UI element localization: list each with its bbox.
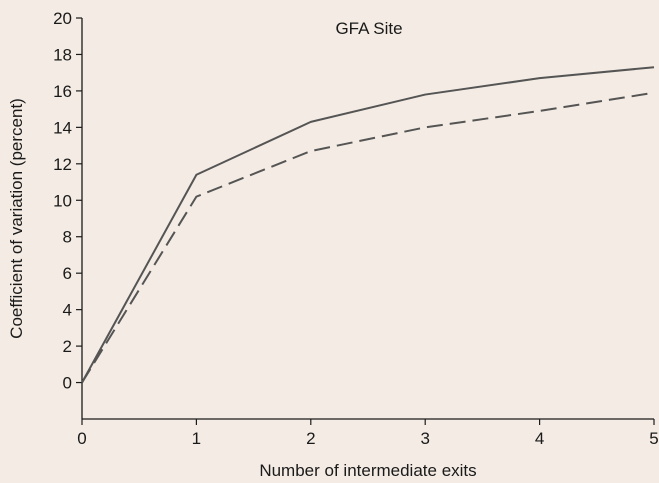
- chart-title: GFA Site: [335, 19, 402, 38]
- y-tick-label: 10: [53, 191, 72, 210]
- y-axis-ticks: 0 2 4 6 8 10 12 14 16 18 20: [53, 9, 82, 393]
- y-tick-label: 14: [53, 118, 72, 137]
- x-tick-label: 1: [192, 429, 201, 448]
- y-tick-label: 8: [63, 228, 72, 247]
- series-line-solid: [81, 66, 655, 384]
- y-tick-label: 4: [63, 301, 72, 320]
- y-tick-label: 20: [53, 9, 72, 28]
- y-axis-title: Coefficient of variation (percent): [7, 98, 26, 339]
- x-axis-ticks: 0 1 2 3 4 5: [77, 419, 659, 448]
- series-line-dashed: [81, 91, 655, 384]
- x-tick-label: 0: [77, 429, 86, 448]
- y-tick-label: 18: [53, 45, 72, 64]
- x-axis-title: Number of intermediate exits: [259, 461, 476, 480]
- x-tick-label: 3: [420, 429, 429, 448]
- y-tick-label: 2: [63, 337, 72, 356]
- y-tick-label: 12: [53, 155, 72, 174]
- series-group: [81, 66, 655, 384]
- x-tick-label: 5: [649, 429, 658, 448]
- y-tick-label: 6: [63, 264, 72, 283]
- x-tick-label: 4: [535, 429, 544, 448]
- y-tick-label: 0: [63, 374, 72, 393]
- y-tick-label: 16: [53, 82, 72, 101]
- x-tick-label: 2: [306, 429, 315, 448]
